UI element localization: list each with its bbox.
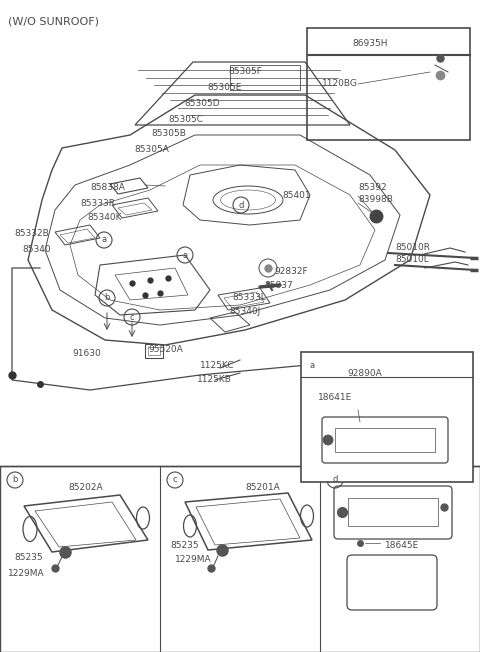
- Text: (W/O SUNROOF): (W/O SUNROOF): [8, 16, 99, 26]
- Text: 85340J: 85340J: [229, 308, 260, 316]
- Text: 85838A: 85838A: [90, 183, 125, 192]
- Text: 91630: 91630: [72, 349, 101, 357]
- Text: d: d: [238, 201, 244, 209]
- Text: 85837: 85837: [264, 280, 293, 289]
- Text: 1125KB: 1125KB: [197, 374, 232, 383]
- Bar: [145, 344, 163, 358]
- Text: 85235: 85235: [170, 541, 199, 550]
- Text: 85333R: 85333R: [80, 198, 115, 207]
- Text: 18645E: 18645E: [385, 541, 419, 550]
- Text: 85305F: 85305F: [228, 68, 262, 76]
- Text: 1229MA: 1229MA: [8, 569, 45, 578]
- Text: b: b: [104, 293, 110, 303]
- Text: a: a: [182, 250, 188, 259]
- Bar: [0, 466, 480, 652]
- Text: 85305C: 85305C: [168, 115, 203, 123]
- Text: b: b: [12, 475, 18, 484]
- Text: 85202A: 85202A: [68, 482, 103, 492]
- Text: d: d: [332, 475, 338, 484]
- Text: 85401: 85401: [282, 192, 311, 201]
- Bar: [348, 498, 438, 526]
- Bar: [307, 28, 470, 140]
- Circle shape: [323, 435, 333, 445]
- Bar: [301, 352, 473, 482]
- Text: 85305D: 85305D: [184, 100, 220, 108]
- Text: 85340K: 85340K: [87, 213, 121, 222]
- Text: 86935H: 86935H: [352, 38, 388, 48]
- Text: 85010L: 85010L: [395, 256, 429, 265]
- Text: c: c: [130, 312, 134, 321]
- Text: 1120BG: 1120BG: [322, 80, 358, 89]
- Text: 85010R: 85010R: [395, 243, 430, 252]
- Text: 85340: 85340: [22, 244, 50, 254]
- Text: a: a: [101, 235, 107, 244]
- Text: 85201A: 85201A: [245, 482, 280, 492]
- Text: 85332B: 85332B: [14, 230, 49, 239]
- Bar: [148, 347, 160, 355]
- Text: 85392: 85392: [358, 183, 386, 192]
- Bar: [335, 428, 435, 452]
- Text: 83998B: 83998B: [358, 196, 393, 205]
- Text: 85333L: 85333L: [232, 293, 266, 303]
- Text: a: a: [310, 361, 314, 370]
- Text: 92890A: 92890A: [348, 370, 383, 379]
- Text: 95520A: 95520A: [148, 346, 183, 355]
- Text: 1125KC: 1125KC: [200, 361, 235, 370]
- Text: c: c: [173, 475, 177, 484]
- Text: 85305E: 85305E: [207, 83, 241, 93]
- Text: 18641E: 18641E: [318, 394, 352, 402]
- Text: 92832F: 92832F: [274, 267, 308, 276]
- Text: 85235: 85235: [14, 554, 43, 563]
- Text: 1229MA: 1229MA: [175, 556, 212, 565]
- Text: 85305A: 85305A: [134, 145, 169, 153]
- Text: 85305B: 85305B: [151, 130, 186, 138]
